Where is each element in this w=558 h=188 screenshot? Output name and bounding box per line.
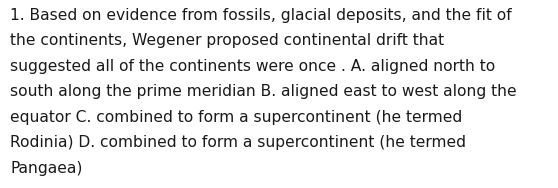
Text: suggested all of the continents were once . A. aligned north to: suggested all of the continents were onc… [10, 59, 496, 74]
Text: equator C. combined to form a supercontinent (he termed: equator C. combined to form a superconti… [10, 110, 462, 125]
Text: the continents, Wegener proposed continental drift that: the continents, Wegener proposed contine… [10, 33, 444, 48]
Text: south along the prime meridian B. aligned east to west along the: south along the prime meridian B. aligne… [10, 84, 517, 99]
Text: Rodinia) D. combined to form a supercontinent (he termed: Rodinia) D. combined to form a supercont… [10, 135, 466, 150]
Text: Pangaea): Pangaea) [10, 161, 83, 176]
Text: 1. Based on evidence from fossils, glacial deposits, and the fit of: 1. Based on evidence from fossils, glaci… [10, 8, 512, 23]
